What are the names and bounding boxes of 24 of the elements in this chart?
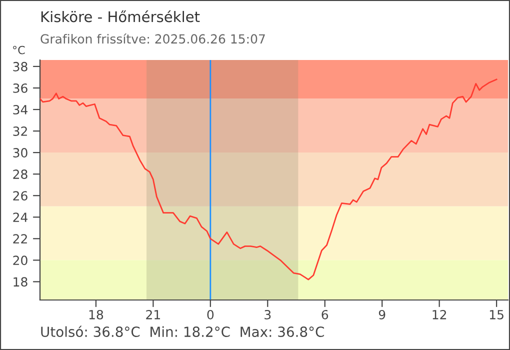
chart-subtitle: Grafikon frissítve: 2025.06.26 15:07	[40, 33, 265, 44]
x-tick-label: 18	[89, 310, 104, 320]
y-tick-label: 36	[13, 83, 28, 93]
x-tick-label: 0	[207, 310, 214, 320]
x-tick-label: 9	[378, 310, 386, 320]
y-tick-label: 24	[13, 212, 28, 222]
line-series	[40, 78, 498, 280]
y-tick-label: 18	[14, 277, 28, 287]
x-tick-label: 21	[146, 310, 160, 320]
y-axis-title: °C	[13, 46, 25, 54]
x-tick-label: 12	[432, 310, 446, 320]
x-tick-label: 3	[264, 310, 271, 320]
y-tick-label: 26	[13, 191, 28, 201]
chart-title: Kisköre - Hőmérséklet	[41, 10, 200, 22]
x-tick-label: 6	[322, 310, 328, 320]
y-tick-label: 38	[13, 62, 28, 72]
y-tick-label: 34	[13, 104, 28, 114]
y-tick-label: 22	[13, 234, 27, 244]
text: Utolsó: 36.8°C Min: 18.2°C Max: 36.8°C	[41, 326, 324, 338]
y-tick-label: 32	[13, 126, 27, 136]
x-tick-label: 15	[490, 310, 504, 320]
y-tick-label: 28	[13, 170, 28, 180]
y-tick-label: 20	[13, 256, 28, 266]
y-tick-label: 30	[13, 148, 28, 158]
